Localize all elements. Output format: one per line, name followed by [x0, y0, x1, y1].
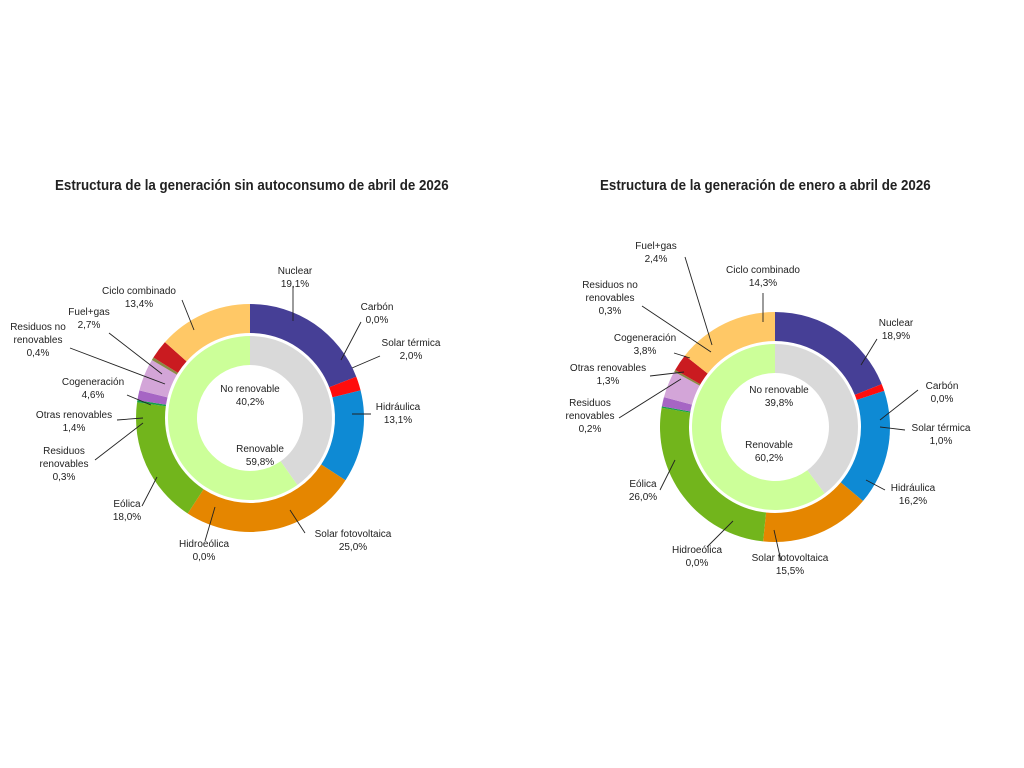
data-label-solar-fotovoltaica: Solar fotovoltaica 15,5%	[752, 553, 829, 577]
outer-slice-fuel-gas	[153, 342, 187, 373]
outer-slice-fuel-gas	[675, 355, 708, 385]
outer-slice-hidraulica	[840, 390, 890, 502]
data-label-solar-termica: Solar térmica 2,0%	[382, 338, 441, 362]
leader-line-residuos-no-renovables	[641, 305, 712, 353]
leader-line-cogeneracion	[126, 394, 152, 406]
leader-line-eolica	[659, 459, 676, 491]
inner-slice-no-renovable	[250, 336, 332, 485]
data-label-nuclear: Nuclear 18,9%	[879, 318, 914, 342]
outer-slice-ciclo-combinado	[684, 312, 775, 374]
leader-line-solar-fotovoltaica	[289, 509, 306, 534]
data-label-carbon: Carbón 0,0%	[361, 302, 394, 326]
leader-line-eolica	[141, 476, 158, 507]
data-label-solar-termica: Solar térmica 1,0%	[912, 423, 971, 447]
data-label-residuos-renovables: Residuos renovables 0,2%	[566, 398, 615, 435]
donut-chart-1: Nuclear 18,9% Carbón 0,0% Solar térmica 1,0% H…	[566, 241, 971, 577]
outer-slice-otras-renovables	[137, 390, 168, 405]
leader-line-ciclo-combinado	[181, 299, 195, 331]
leader-line-carbon	[879, 389, 919, 421]
data-label-eolica: Eólica 26,0%	[629, 479, 657, 503]
outer-slice-residuos-no-renovables	[674, 369, 701, 386]
inner-slice-no-renovable	[775, 344, 858, 494]
leader-line-cogeneracion	[673, 352, 691, 359]
leader-line-otras-renovables	[116, 417, 144, 421]
inner-label-no-renovable: No renovable 40,2%	[220, 384, 280, 408]
outer-slice-hidraulica	[321, 390, 364, 481]
leader-line-nuclear	[860, 338, 878, 366]
data-label-solar-fotovoltaica: Solar fotovoltaica 25,0%	[315, 529, 392, 553]
data-label-cogeneracion: Cogeneración 3,8%	[614, 333, 676, 357]
inner-slice-renovable	[167, 336, 298, 500]
leader-line-residuos-renovables	[618, 378, 682, 419]
leader-line-solar-termica	[879, 426, 906, 431]
inner-slice-renovable	[692, 343, 825, 510]
data-label-otras-renovables: Otras renovables 1,3%	[570, 363, 646, 387]
data-label-residuos-no-renovables: Residuos no renovables 0,3%	[582, 280, 638, 317]
chart-title-jan-apr: Estructura de la generación de enero a a…	[600, 178, 931, 194]
leader-line-hidroeolica	[706, 520, 734, 548]
inner-label-no-renovable: No renovable 39,8%	[749, 385, 809, 409]
data-label-cogeneracion: Cogeneración 4,6%	[62, 377, 124, 401]
leader-line-hidraulica	[865, 479, 886, 491]
outer-slice-solar-fotovoltaica	[763, 482, 863, 542]
data-label-hidroeolica: Hidroeólica 0,0%	[179, 539, 229, 563]
leader-line-fuel-gas	[108, 332, 163, 375]
outer-slice-ciclo-combinado	[164, 304, 250, 362]
outer-slice-residuos-renovables	[137, 400, 167, 407]
chart-title-april: Estructura de la generación sin autocons…	[55, 178, 449, 194]
data-label-residuos-renovables: Residuos renovables 0,3%	[40, 446, 89, 483]
outer-slice-otras-renovables	[661, 397, 692, 412]
data-label-ciclo-combinado: Ciclo combinado 14,3%	[726, 265, 800, 289]
data-label-residuos-no-renovables: Residuos no renovables 0,4%	[10, 322, 66, 359]
outer-slice-residuos-renovables	[661, 406, 691, 413]
data-label-hidraulica: Hidráulica 13,1%	[376, 402, 421, 426]
leader-line-residuos-no-renovables	[69, 347, 166, 385]
outer-slice-nuclear	[250, 304, 357, 388]
data-label-fuel-gas: Fuel+gas 2,7%	[68, 307, 109, 331]
data-label-ciclo-combinado: Ciclo combinado 13,4%	[102, 286, 176, 310]
leader-line-solar-fotovoltaica	[773, 529, 782, 562]
leader-line-carbon	[340, 321, 362, 361]
data-label-carbon: Carbón 0,0%	[926, 381, 959, 405]
outer-slice-nuclear	[775, 312, 882, 395]
data-label-nuclear: Nuclear 19,1%	[278, 266, 313, 290]
data-label-hidraulica: Hidráulica 16,2%	[891, 483, 936, 507]
leader-line-hidroeolica	[204, 506, 216, 542]
data-label-fuel-gas: Fuel+gas 2,4%	[635, 241, 676, 265]
outer-slice-eolica	[660, 407, 767, 542]
outer-slice-eolica	[135, 402, 204, 514]
outer-slice-solar-termica	[854, 384, 885, 401]
leader-line-otras-renovables	[649, 371, 685, 377]
data-label-otras-renovables: Otras renovables 1,4%	[36, 410, 112, 434]
leader-line-residuos-renovables	[94, 422, 144, 461]
outer-slice-residuos-no-renovables	[151, 357, 178, 375]
outer-slice-cogeneracion	[663, 371, 700, 405]
inner-label-renovable: Renovable 59,8%	[236, 444, 284, 468]
outer-slice-solar-termica	[329, 376, 361, 398]
outer-slice-solar-fotovoltaica	[187, 464, 346, 532]
data-label-eolica: Eólica 18,0%	[113, 499, 141, 523]
outer-slice-cogeneracion	[139, 359, 177, 398]
inner-label-renovable: Renovable 60,2%	[745, 440, 793, 464]
leader-line-solar-termica	[351, 355, 381, 369]
data-label-hidroeolica: Hidroeólica 0,0%	[672, 545, 722, 569]
donut-chart-0: Nuclear 19,1% Carbón 0,0% Solar térmica 2,0% H…	[10, 266, 441, 563]
leader-line-fuel-gas	[684, 256, 713, 346]
